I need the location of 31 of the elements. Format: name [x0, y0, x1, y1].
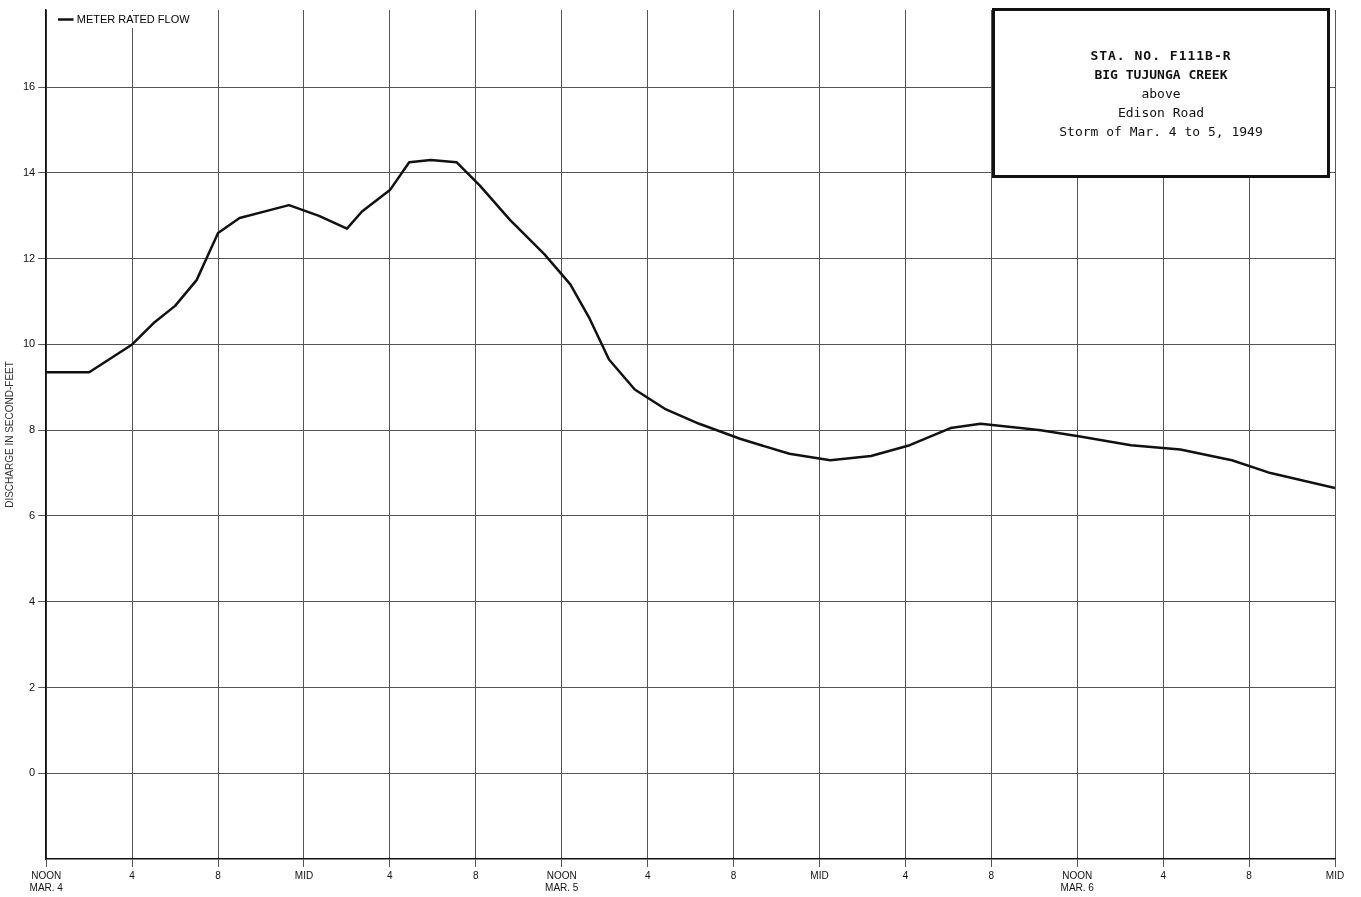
- x-tick-label: 8: [215, 869, 222, 881]
- y-axis-title: DISCHARGE IN SECOND-FEET: [3, 361, 15, 508]
- y-tick-label: 12: [22, 251, 36, 264]
- x-tick-label: 8: [988, 869, 995, 881]
- annotation: Storm of Mar. 4 to 5, 1949: [1059, 122, 1263, 141]
- annotation: Edison Road: [1117, 103, 1205, 122]
- x-tick-label: 4: [644, 869, 651, 881]
- x-tick-label: 8: [730, 869, 737, 881]
- x-tick-label: MID: [810, 869, 829, 881]
- y-tick-label: 8: [29, 423, 36, 436]
- x-tick-label: NOON MAR. 4: [29, 869, 64, 893]
- title-box: STA. NO. F111B-R BIG TUJUNGA CREEK above Edison Road Storm of Mar. 4 to 5, 1949: [992, 8, 1330, 178]
- x-tick-label: MID: [1325, 869, 1345, 881]
- x-tick-label: 4: [902, 869, 909, 881]
- annotation: above: [1141, 84, 1181, 103]
- y-tick-label: 0: [29, 766, 36, 779]
- x-tick-label: 8: [1246, 869, 1253, 881]
- y-tick-label: 14: [22, 165, 36, 178]
- y-tick-label: 10: [22, 337, 36, 350]
- y-tick-label: 16: [22, 80, 36, 93]
- x-tick-label: 4: [387, 869, 394, 881]
- x-tick-label: MID: [294, 869, 314, 881]
- x-tick-label: 4: [1160, 869, 1167, 881]
- x-tick-label: 4: [129, 869, 136, 881]
- x-tick-label: NOON MAR. 6: [1060, 869, 1095, 893]
- x-tick-label: 8: [473, 869, 480, 881]
- x-tick-label: NOON MAR. 5: [545, 869, 579, 893]
- y-tick-label: 2: [29, 680, 36, 693]
- y-tick-label: 4: [29, 594, 36, 607]
- legend-label: METER RATED FLOW: [76, 12, 191, 25]
- y-tick-label: 6: [29, 509, 36, 521]
